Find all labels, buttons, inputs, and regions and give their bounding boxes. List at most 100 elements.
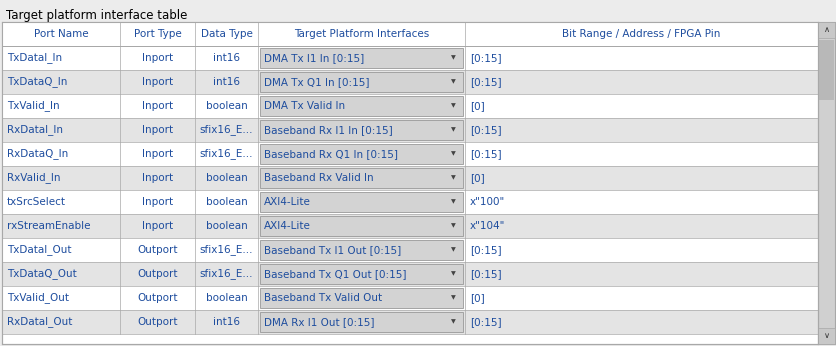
Text: [0:15]: [0:15] xyxy=(470,53,501,63)
Bar xyxy=(2,46,817,70)
Text: Inport: Inport xyxy=(142,221,173,231)
Text: DMA Tx Valid In: DMA Tx Valid In xyxy=(263,101,344,111)
Bar xyxy=(260,144,462,164)
Text: DMA Tx I1 In [0:15]: DMA Tx I1 In [0:15] xyxy=(263,53,364,63)
Bar xyxy=(2,262,817,286)
Text: ▼: ▼ xyxy=(450,127,455,133)
Text: Port Name: Port Name xyxy=(33,29,89,39)
Text: Bit Range / Address / FPGA Pin: Bit Range / Address / FPGA Pin xyxy=(562,29,720,39)
Text: TxDataQ_Out: TxDataQ_Out xyxy=(7,268,77,280)
Bar xyxy=(2,70,817,94)
Bar xyxy=(2,238,817,262)
Text: Inport: Inport xyxy=(142,101,173,111)
Text: Outport: Outport xyxy=(137,245,177,255)
Text: Inport: Inport xyxy=(142,125,173,135)
Text: int16: int16 xyxy=(212,317,240,327)
Bar xyxy=(260,264,462,284)
Text: [0:15]: [0:15] xyxy=(470,317,501,327)
Text: boolean: boolean xyxy=(206,197,247,207)
Bar xyxy=(260,216,462,236)
Bar xyxy=(260,48,462,68)
Text: TxValid_Out: TxValid_Out xyxy=(7,293,69,303)
Text: rxStreamEnable: rxStreamEnable xyxy=(7,221,90,231)
Text: [0:15]: [0:15] xyxy=(470,149,501,159)
Bar xyxy=(2,118,817,142)
Text: [0]: [0] xyxy=(470,293,484,303)
Text: [0]: [0] xyxy=(470,173,484,183)
Bar xyxy=(817,22,834,38)
Text: boolean: boolean xyxy=(206,173,247,183)
Text: [0:15]: [0:15] xyxy=(470,269,501,279)
Text: ▼: ▼ xyxy=(450,55,455,61)
Text: ▼: ▼ xyxy=(450,272,455,276)
Bar xyxy=(2,22,817,46)
Text: TxDataI_Out: TxDataI_Out xyxy=(7,245,71,255)
Bar xyxy=(260,288,462,308)
Text: Outport: Outport xyxy=(137,269,177,279)
Text: txSrcSelect: txSrcSelect xyxy=(7,197,66,207)
Text: Baseband Rx Q1 In [0:15]: Baseband Rx Q1 In [0:15] xyxy=(263,149,398,159)
Bar xyxy=(2,142,817,166)
Text: ▼: ▼ xyxy=(450,319,455,325)
Text: Inport: Inport xyxy=(142,197,173,207)
Bar xyxy=(260,168,462,188)
Text: ▼: ▼ xyxy=(450,224,455,228)
Text: TxValid_In: TxValid_In xyxy=(7,101,59,111)
Text: Target Platform Interfaces: Target Platform Interfaces xyxy=(293,29,429,39)
Text: Port Type: Port Type xyxy=(134,29,181,39)
Bar xyxy=(260,240,462,260)
Text: boolean: boolean xyxy=(206,293,247,303)
Text: ▼: ▼ xyxy=(450,247,455,253)
Text: Target platform interface table: Target platform interface table xyxy=(6,9,187,22)
Bar xyxy=(260,312,462,332)
Text: ▼: ▼ xyxy=(450,103,455,109)
Bar xyxy=(2,310,817,334)
Text: Data Type: Data Type xyxy=(201,29,252,39)
Bar xyxy=(260,120,462,140)
Text: Baseband Rx I1 In [0:15]: Baseband Rx I1 In [0:15] xyxy=(263,125,392,135)
Text: RxDataI_In: RxDataI_In xyxy=(7,125,63,135)
Text: Inport: Inport xyxy=(142,173,173,183)
Bar xyxy=(818,40,833,100)
Text: Outport: Outport xyxy=(137,317,177,327)
Text: DMA Tx Q1 In [0:15]: DMA Tx Q1 In [0:15] xyxy=(263,77,369,87)
Text: ∧: ∧ xyxy=(823,26,828,35)
Bar xyxy=(2,214,817,238)
Text: sfix16_E...: sfix16_E... xyxy=(200,245,253,255)
Text: ▼: ▼ xyxy=(450,175,455,181)
Text: ∨: ∨ xyxy=(823,331,828,340)
Text: x"100": x"100" xyxy=(470,197,505,207)
Bar xyxy=(817,328,834,344)
Text: [0:15]: [0:15] xyxy=(470,77,501,87)
Text: Baseband Rx Valid In: Baseband Rx Valid In xyxy=(263,173,373,183)
Text: Inport: Inport xyxy=(142,77,173,87)
Text: Baseband Tx I1 Out [0:15]: Baseband Tx I1 Out [0:15] xyxy=(263,245,400,255)
Bar xyxy=(2,190,817,214)
Text: [0:15]: [0:15] xyxy=(470,125,501,135)
Text: ▼: ▼ xyxy=(450,200,455,204)
Text: [0]: [0] xyxy=(470,101,484,111)
Text: boolean: boolean xyxy=(206,101,247,111)
Text: [0:15]: [0:15] xyxy=(470,245,501,255)
Text: RxValid_In: RxValid_In xyxy=(7,173,60,183)
Text: sfix16_E...: sfix16_E... xyxy=(200,125,253,135)
Text: DMA Rx I1 Out [0:15]: DMA Rx I1 Out [0:15] xyxy=(263,317,374,327)
Text: ▼: ▼ xyxy=(450,80,455,84)
Text: RxDataQ_In: RxDataQ_In xyxy=(7,148,69,160)
Text: TxDataI_In: TxDataI_In xyxy=(7,53,62,63)
Text: Outport: Outport xyxy=(137,293,177,303)
Bar xyxy=(2,286,817,310)
Text: ▼: ▼ xyxy=(450,295,455,300)
Text: int16: int16 xyxy=(212,53,240,63)
Bar xyxy=(2,166,817,190)
Text: AXI4-Lite: AXI4-Lite xyxy=(263,197,310,207)
Text: int16: int16 xyxy=(212,77,240,87)
Text: boolean: boolean xyxy=(206,221,247,231)
Text: x"104": x"104" xyxy=(470,221,505,231)
Text: Baseband Tx Q1 Out [0:15]: Baseband Tx Q1 Out [0:15] xyxy=(263,269,406,279)
Bar xyxy=(260,192,462,212)
Bar xyxy=(2,94,817,118)
Text: TxDataQ_In: TxDataQ_In xyxy=(7,76,67,88)
Text: sfix16_E...: sfix16_E... xyxy=(200,148,253,160)
Text: Inport: Inport xyxy=(142,53,173,63)
